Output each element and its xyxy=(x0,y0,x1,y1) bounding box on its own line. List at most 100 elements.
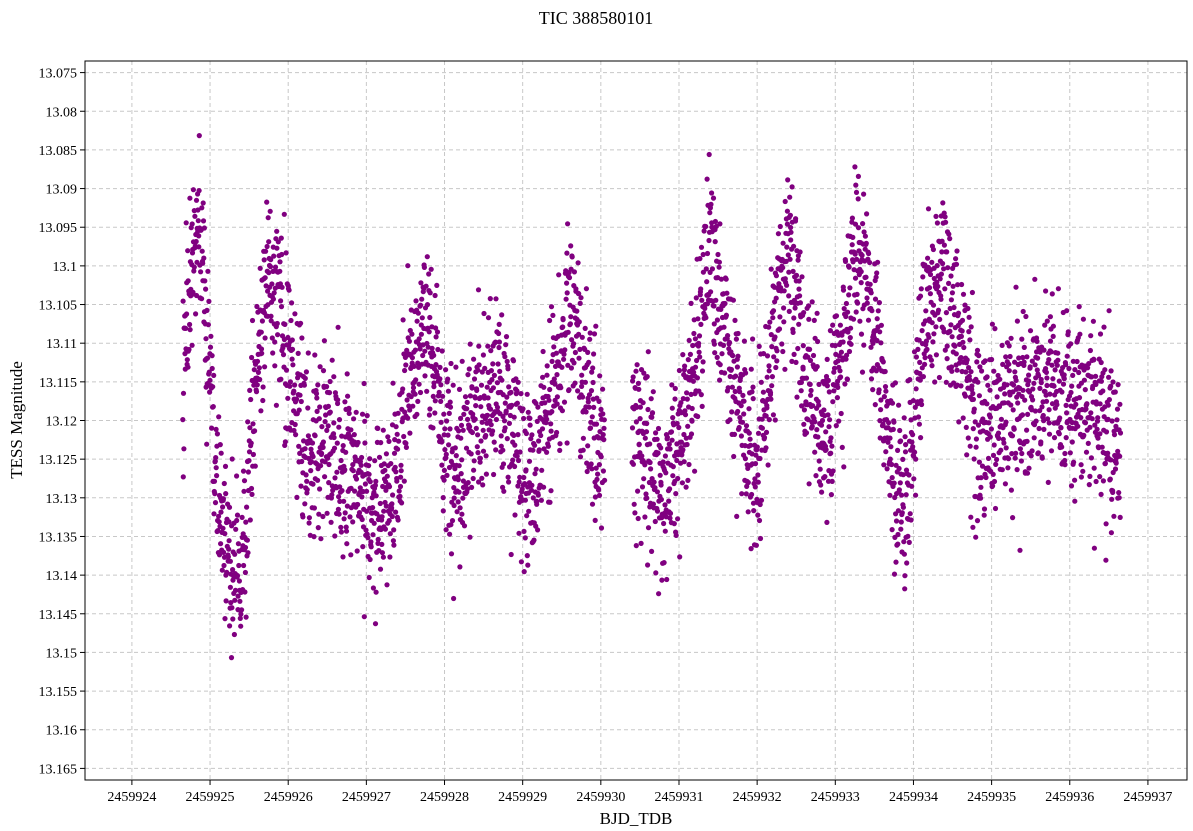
data-point xyxy=(330,487,336,493)
data-point xyxy=(931,331,937,337)
data-point xyxy=(247,387,253,393)
data-point xyxy=(831,365,838,371)
data-point xyxy=(500,484,506,490)
data-point xyxy=(806,481,812,487)
data-point xyxy=(524,391,530,397)
data-point xyxy=(479,419,485,425)
data-point xyxy=(409,355,415,361)
data-point xyxy=(596,398,602,404)
data-point xyxy=(922,361,928,367)
data-point xyxy=(794,394,800,400)
data-point xyxy=(296,443,302,449)
data-point xyxy=(998,416,1005,422)
data-point xyxy=(1074,358,1080,365)
data-point xyxy=(395,517,401,523)
data-point xyxy=(196,133,202,139)
data-point xyxy=(523,430,530,437)
data-point xyxy=(442,426,448,432)
data-point xyxy=(372,621,379,627)
data-point xyxy=(189,342,195,348)
data-point xyxy=(234,512,241,518)
data-point xyxy=(493,447,499,453)
data-point xyxy=(678,400,684,406)
data-point xyxy=(906,472,912,478)
data-point xyxy=(886,420,892,426)
data-point xyxy=(463,445,470,451)
data-point xyxy=(964,357,970,363)
data-point xyxy=(601,417,607,423)
data-point xyxy=(567,321,574,327)
data-point xyxy=(844,352,850,358)
data-point xyxy=(366,471,372,477)
data-point xyxy=(562,347,568,353)
data-point xyxy=(343,449,349,455)
data-point xyxy=(816,381,822,387)
data-point xyxy=(199,205,205,211)
data-point xyxy=(259,350,265,356)
data-point xyxy=(494,380,500,386)
data-point xyxy=(791,243,797,249)
data-point xyxy=(697,256,703,262)
data-point xyxy=(754,444,760,450)
data-point xyxy=(216,519,222,525)
data-point xyxy=(195,207,201,213)
data-point xyxy=(899,492,905,498)
data-point xyxy=(782,276,788,282)
data-point xyxy=(220,504,226,510)
data-point xyxy=(1030,397,1036,403)
data-point xyxy=(243,614,249,620)
data-point xyxy=(267,208,273,214)
data-point xyxy=(526,458,533,464)
data-point xyxy=(788,224,794,231)
data-point xyxy=(951,304,957,311)
data-point xyxy=(281,211,287,217)
data-point xyxy=(332,475,338,481)
data-point xyxy=(889,475,895,481)
data-point xyxy=(807,357,814,364)
data-point xyxy=(587,330,593,336)
data-point xyxy=(245,469,251,475)
data-point xyxy=(501,488,507,494)
data-point xyxy=(771,354,777,360)
data-point xyxy=(682,412,689,418)
data-point xyxy=(487,406,494,412)
data-point xyxy=(306,515,312,521)
data-point xyxy=(709,266,716,272)
data-point xyxy=(1048,448,1055,454)
data-point xyxy=(387,531,393,537)
data-point xyxy=(774,348,780,354)
data-point xyxy=(427,290,433,296)
data-point xyxy=(685,357,691,363)
data-point xyxy=(1038,439,1044,445)
data-point xyxy=(277,259,283,265)
data-point xyxy=(745,465,751,471)
data-point xyxy=(420,352,426,359)
data-point xyxy=(750,336,756,342)
data-point xyxy=(1003,445,1009,451)
data-point xyxy=(793,216,799,222)
data-point xyxy=(420,342,426,348)
data-point xyxy=(887,492,893,498)
data-point xyxy=(755,430,762,436)
data-point xyxy=(970,396,977,402)
data-point xyxy=(504,394,510,400)
data-point xyxy=(199,296,205,302)
data-point xyxy=(392,437,398,443)
data-point xyxy=(280,352,287,358)
data-point xyxy=(827,328,834,334)
data-point xyxy=(285,395,291,401)
data-point xyxy=(475,432,481,438)
data-point xyxy=(1054,362,1060,368)
data-point xyxy=(1037,385,1043,391)
data-point xyxy=(741,411,747,417)
data-point xyxy=(406,338,412,344)
data-point xyxy=(1005,456,1012,462)
data-point xyxy=(989,356,995,363)
data-point xyxy=(312,433,318,439)
data-point xyxy=(218,541,224,547)
data-point xyxy=(790,329,796,335)
data-point xyxy=(401,433,407,440)
data-point xyxy=(434,329,441,335)
data-point xyxy=(1004,382,1010,388)
data-point xyxy=(1088,410,1094,416)
